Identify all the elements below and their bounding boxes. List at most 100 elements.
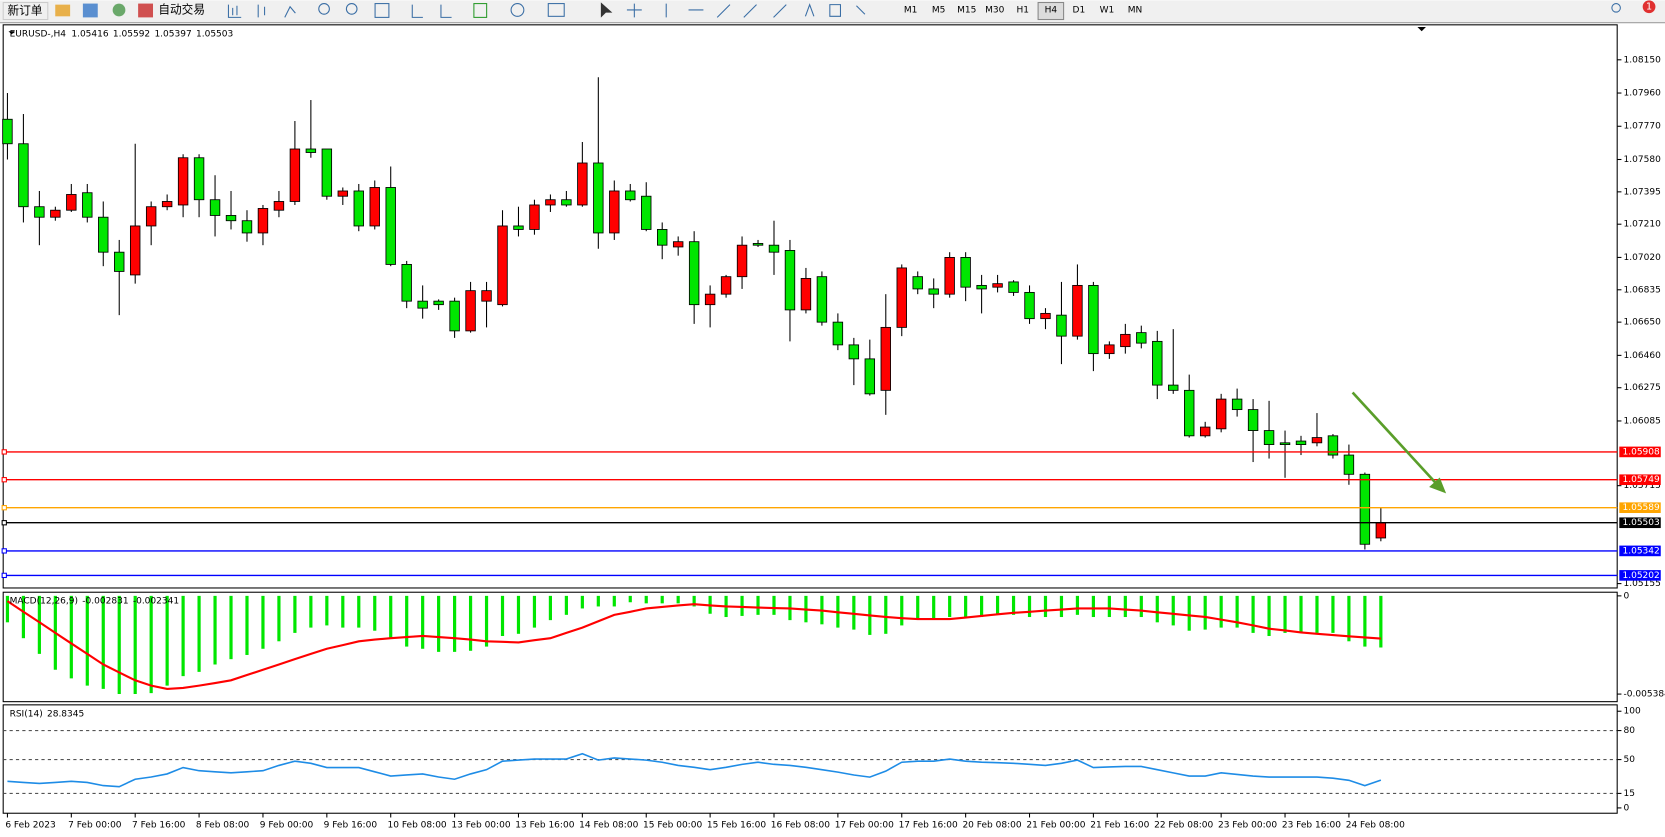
timeframe-selected[interactable] [1037,1,1065,21]
plot: 1.08150 1.07960 1.07770 1.07580 1.07395 1.072… [1,55,1665,830]
icon[interactable] [626,3,642,18]
candle-body [1104,344,1115,355]
candle-body [848,344,860,360]
candle-body [864,358,876,395]
icon[interactable] [411,4,452,18]
y-tick-label: 1.06085 [1624,416,1661,426]
macd-value: -0.002831 [82,596,128,606]
candle-body [1040,312,1051,320]
x-tick-label: 7 Feb 16:00 [132,820,186,830]
x-tick-label: 13 Feb 00:00 [451,820,510,830]
search-icon[interactable] [1611,3,1621,13]
candle-body [369,187,380,227]
icon[interactable] [112,3,126,17]
icon[interactable] [473,3,488,18]
timeframe-button[interactable]: H1 [1017,5,1030,15]
close: 1.05503 [196,29,234,39]
auto-trading-label[interactable]: 自动交易 [158,2,205,16]
candle-body [784,250,796,311]
icon[interactable] [227,4,242,18]
candle-body [513,225,524,230]
level-line-marker [1,505,7,511]
candle-body [561,199,572,206]
candle-body [593,162,604,234]
candle-body [1088,284,1099,355]
icon[interactable] [665,3,787,18]
x-tick-label: 6 Feb 2023 [5,820,56,830]
timeframes: M1 M5 M15 M30 H1 H4 D1 W1 MN [904,1,1143,21]
icon[interactable] [510,3,525,17]
icon[interactable] [600,2,613,18]
timeframe-button[interactable]: M30 [985,5,1005,15]
alert-count[interactable]: 1 [1646,1,1652,12]
candle-body [1008,281,1019,293]
level-line-marker [1,477,7,483]
x-tick-label: 16 Feb 08:00 [771,820,830,830]
rsi-line [7,752,1382,788]
x-tick-label: 21 Feb 16:00 [1090,820,1149,830]
candle-body [816,276,828,323]
symbol: EURUSD-,H4 [10,29,67,39]
timeframe-button[interactable]: M5 [932,5,946,15]
new-order-button[interactable] [2,1,49,21]
y-tick-label: 1.06275 [1624,383,1661,393]
x-tick-label: 20 Feb 08:00 [962,820,1021,830]
candle-body [1215,398,1227,430]
icon[interactable] [547,3,565,17]
icon[interactable] [257,4,266,18]
y-tick-label: 1.07580 [1624,155,1662,165]
icon[interactable] [82,3,98,18]
alert-badge[interactable] [1642,0,1656,14]
candle-body [896,267,907,328]
x-tick-label: 23 Feb 00:00 [1218,820,1277,830]
y-tick-label: 1.08150 [1624,55,1662,65]
level-line-label: 1.05342 [1622,546,1659,556]
candle-body [880,326,891,391]
y-tick-label: 80 [1624,726,1636,736]
icon[interactable] [55,4,71,17]
candle-body [129,225,141,276]
candle-body [720,276,732,295]
icon[interactable] [345,3,358,15]
icon[interactable] [284,5,296,18]
toolbar-icons [227,2,1621,18]
candle-body [577,162,588,206]
candle-body [1231,398,1243,411]
timeframe-button[interactable]: M1 [904,5,918,15]
candle-body [1168,384,1179,391]
candle-body [177,157,189,206]
candle-body [800,277,812,311]
timeframe-button[interactable]: MN [1128,5,1143,15]
x-tick-label: 22 Feb 08:00 [1154,820,1213,830]
candle-body [18,143,29,208]
menu-arrow[interactable] [8,31,15,35]
candle-body [66,194,77,211]
candle-body [752,243,764,246]
candle-body [672,241,684,248]
candle-body [1120,333,1131,348]
icon[interactable] [374,3,390,18]
trend-arrow [1351,391,1447,494]
candle-body [609,190,620,234]
y-tick-label: 1.07020 [1624,253,1662,263]
icon[interactable] [318,3,330,15]
timeframe-button[interactable]: D1 [1073,5,1086,15]
y-tick-label: 1.07960 [1624,89,1662,99]
level-line-label: 1.05908 [1622,447,1660,457]
timeframe-button[interactable]: M15 [957,5,976,15]
level-line-label-box [1619,446,1661,458]
open: 1.05416 [71,29,109,39]
candle-body [34,206,45,218]
level-line-label-box [1619,474,1661,486]
icon[interactable] [804,3,866,17]
new-order-label[interactable]: 新订单 [7,4,42,18]
level-line-label: 1.05589 [1622,503,1660,513]
low: 1.05397 [154,29,191,39]
candle-body [337,190,349,197]
timeframe-button[interactable]: W1 [1100,5,1115,15]
x-tick-label: 10 Feb 08:00 [388,820,447,830]
candle-body [1359,473,1371,545]
auto-trading-icon[interactable] [138,3,154,18]
timeframe-button[interactable]: H4 [1045,5,1058,15]
